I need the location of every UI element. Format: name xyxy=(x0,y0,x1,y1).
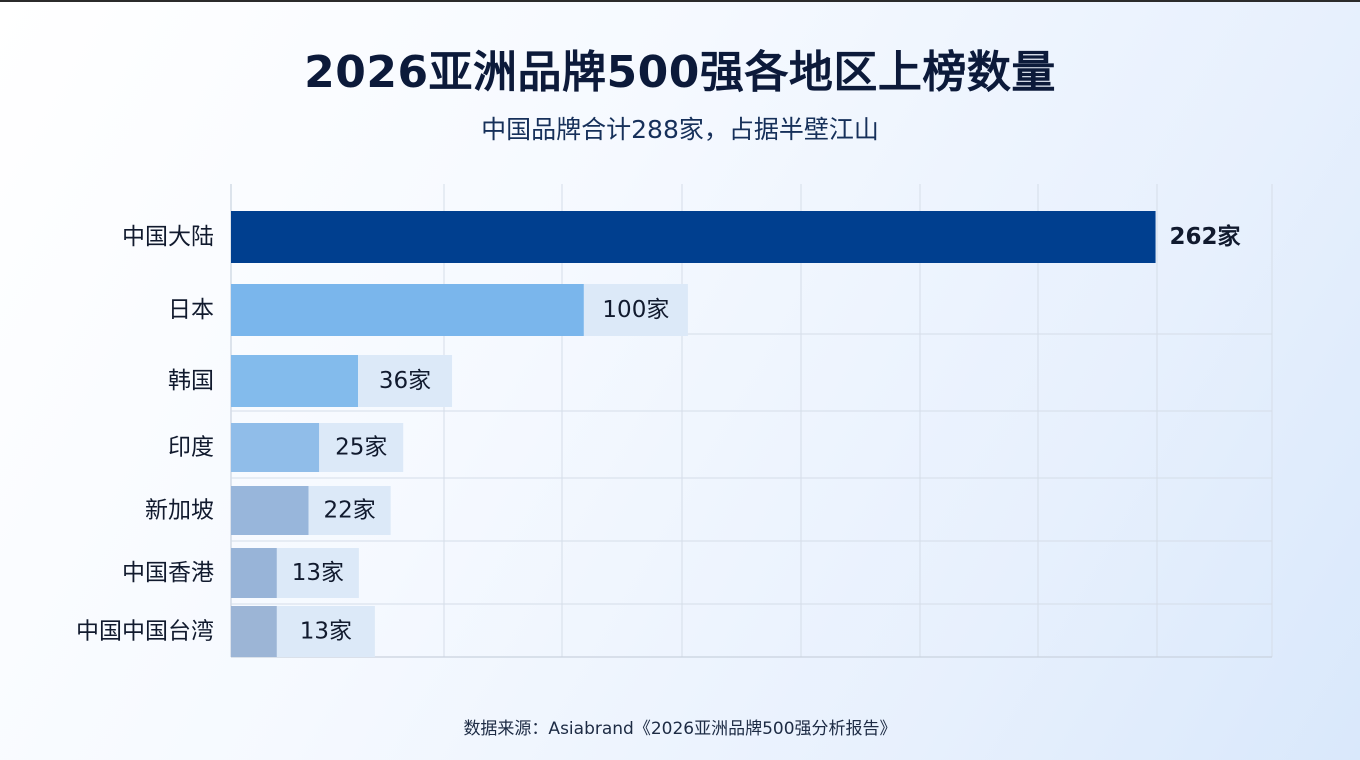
category-label: 中国大陆 xyxy=(122,224,214,250)
bar xyxy=(231,606,277,657)
bar xyxy=(231,548,277,598)
bar-layer xyxy=(231,211,1156,657)
chart-subtitle: 中国品牌合计288家，占据半壁江山 xyxy=(481,115,879,144)
data-label: 100家 xyxy=(602,297,669,323)
data-label: 262家 xyxy=(1170,223,1241,250)
category-label: 新加坡 xyxy=(145,498,214,524)
bar xyxy=(231,423,320,472)
data-label: 22家 xyxy=(323,498,375,524)
bar xyxy=(231,486,309,535)
data-source-note: 数据来源：Asiabrand《2026亚洲品牌500强分析报告》 xyxy=(463,719,897,739)
category-label: 印度 xyxy=(168,435,214,461)
top-border-line xyxy=(0,0,1360,2)
category-label: 韩国 xyxy=(168,368,214,394)
value-label-box xyxy=(276,548,359,598)
data-label: 13家 xyxy=(292,560,344,586)
bar xyxy=(231,211,1156,263)
category-label: 中国中国台湾 xyxy=(76,619,214,645)
data-label: 25家 xyxy=(335,435,387,461)
data-label: 13家 xyxy=(300,619,352,645)
value-label-box xyxy=(583,284,688,336)
value-label-box xyxy=(276,606,375,657)
chart-title: 2026亚洲品牌500强各地区上榜数量 xyxy=(304,47,1056,98)
data-label: 36家 xyxy=(379,368,431,394)
bar xyxy=(231,284,584,336)
category-label: 日本 xyxy=(168,297,214,323)
value-label-box xyxy=(308,486,391,535)
category-label: 中国香港 xyxy=(122,560,214,586)
value-label-box xyxy=(319,423,404,472)
value-label-box xyxy=(358,355,453,407)
bar xyxy=(231,355,359,407)
